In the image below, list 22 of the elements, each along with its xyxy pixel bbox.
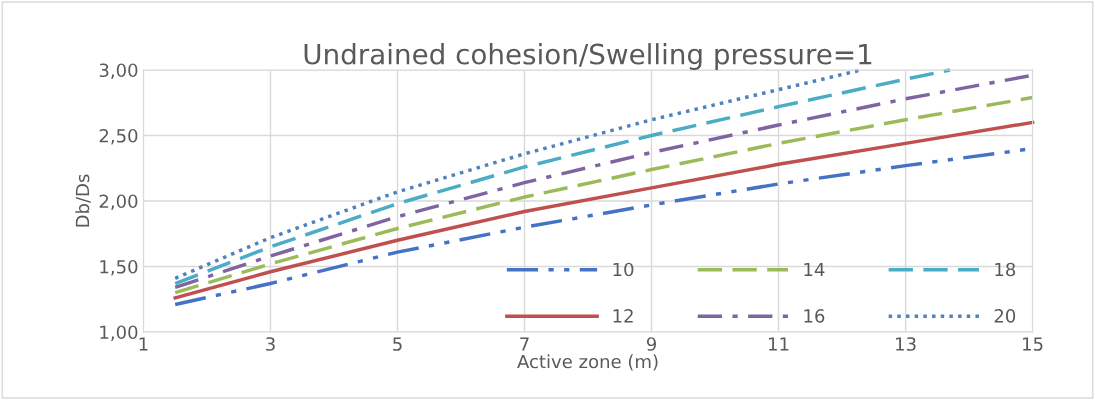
y-tick-label: 1,00 [100, 325, 138, 341]
y-tick-label: 2,00 [99, 194, 138, 210]
x-tick-label: 3 [266, 337, 275, 351]
legend-label: 16 [804, 309, 825, 323]
x-tick-label: 7 [520, 337, 529, 351]
x-axis-title: Active zone (m) [517, 354, 658, 371]
legend-label: 18 [995, 262, 1016, 277]
y-tick-label: 1,50 [100, 259, 138, 276]
chart-title: Undrained cohesion/Swelling pressure=1 [304, 43, 872, 70]
x-tick-label: 11 [769, 337, 789, 351]
legend-label: 20 [994, 309, 1016, 323]
x-tick-label: 9 [646, 337, 656, 351]
y-axis-title: Db/Ds [75, 174, 91, 227]
legend-label: 12 [613, 309, 633, 323]
x-tick-label: 5 [393, 337, 402, 351]
legend-label: 10 [613, 262, 634, 277]
x-tick-label: 13 [896, 337, 916, 351]
x-tick-label: 15 [1023, 337, 1043, 351]
x-tick-label: 1 [139, 337, 148, 351]
y-tick-label: 3,00 [99, 63, 138, 79]
legend-label: 14 [804, 262, 825, 277]
y-tick-label: 2,50 [99, 128, 138, 145]
